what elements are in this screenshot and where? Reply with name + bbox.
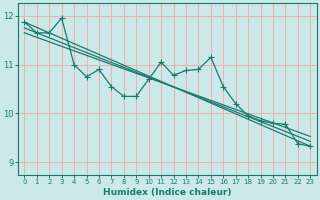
X-axis label: Humidex (Indice chaleur): Humidex (Indice chaleur) [103, 188, 232, 197]
